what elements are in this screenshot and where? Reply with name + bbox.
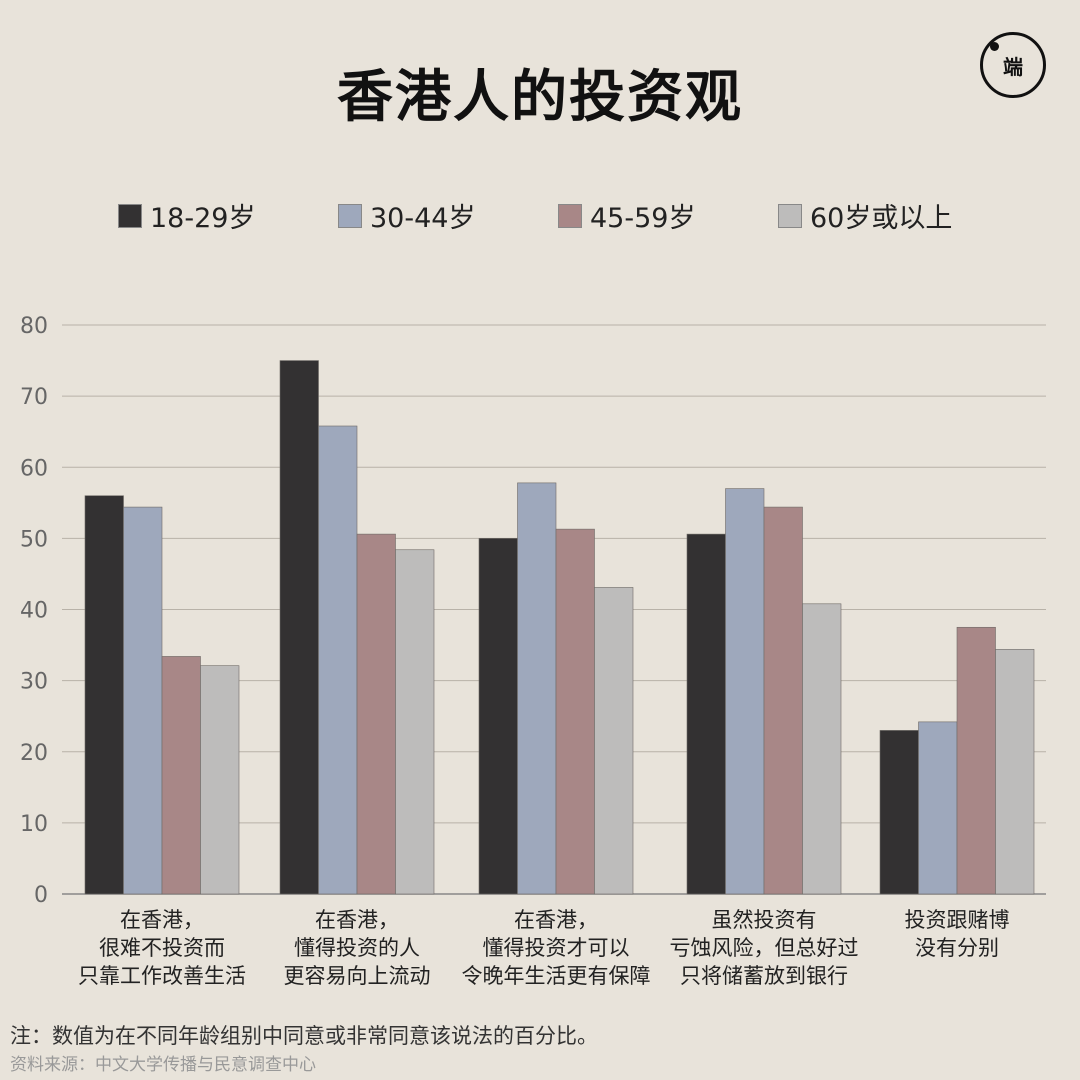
legend-swatch bbox=[778, 203, 802, 228]
legend-label: 18-29岁 bbox=[150, 203, 256, 234]
legend: 18-29岁 30-44岁 45-59岁 60岁或以上 bbox=[0, 196, 1080, 235]
x-category-label-line: 只将储蓄放到银行 bbox=[680, 964, 848, 988]
source-credit: 资料来源：中文大学传播与民意调查中心 bbox=[10, 1055, 316, 1075]
x-category-label-line: 亏蚀风险，但总好过 bbox=[669, 936, 859, 960]
y-tick-label: 50 bbox=[20, 527, 48, 552]
y-tick-label: 40 bbox=[20, 599, 48, 624]
legend-item-18-29: 18-29岁 bbox=[118, 196, 255, 235]
x-category-label: 在香港， 懂得投资的人 更容易向上流动 bbox=[257, 906, 457, 990]
y-tick-label: 30 bbox=[20, 670, 48, 695]
y-tick-label: 0 bbox=[34, 883, 48, 908]
bar bbox=[918, 721, 958, 895]
legend-swatch bbox=[118, 203, 142, 228]
x-category-label: 在香港， 懂得投资才可以 令晚年生活更有保障 bbox=[456, 906, 656, 990]
x-category-label-line: 懂得投资的人 bbox=[294, 936, 420, 960]
y-tick-label: 80 bbox=[20, 314, 48, 339]
x-category-label-line: 在香港， bbox=[514, 908, 598, 932]
bar bbox=[84, 495, 124, 895]
bar bbox=[555, 528, 595, 895]
legend-label: 45-59岁 bbox=[590, 203, 696, 234]
legend-label: 60岁或以上 bbox=[810, 203, 953, 234]
bar bbox=[478, 538, 518, 895]
x-category-label: 虽然投资有亏蚀风险，但总好过 只将储蓄放到银行 bbox=[664, 906, 864, 990]
x-category-label-line: 懂得投资才可以 bbox=[482, 936, 630, 960]
bar bbox=[725, 488, 765, 895]
bar bbox=[123, 506, 163, 895]
y-tick-label: 10 bbox=[20, 812, 48, 837]
legend-label: 30-44岁 bbox=[370, 203, 476, 234]
y-tick-label: 70 bbox=[20, 385, 48, 410]
bar bbox=[686, 533, 726, 895]
bar bbox=[279, 360, 319, 895]
bar bbox=[802, 603, 842, 895]
x-category-label-line: 在香港， bbox=[315, 908, 399, 932]
legend-item-30-44: 30-44岁 bbox=[338, 196, 475, 235]
brand-logo: 端 bbox=[980, 32, 1046, 98]
x-category-label-line: 投资跟赌博 bbox=[904, 908, 1010, 932]
x-category-label: 投资跟赌博 没有分别 bbox=[857, 906, 1057, 962]
bar bbox=[200, 665, 240, 895]
x-category-label-line: 虽然投资有 bbox=[711, 908, 817, 932]
y-tick-label: 60 bbox=[20, 456, 48, 481]
x-category-label-line: 没有分别 bbox=[915, 936, 999, 960]
x-category-label-line: 在香港， bbox=[120, 908, 204, 932]
bar bbox=[956, 626, 996, 895]
bar bbox=[995, 649, 1035, 895]
bar bbox=[763, 506, 803, 895]
chart-title: 香港人的投资观 bbox=[337, 65, 743, 130]
bar bbox=[517, 482, 557, 895]
x-category-label: 在香港， 很难不投资而 只靠工作改善生活 bbox=[62, 906, 262, 990]
bar bbox=[395, 549, 435, 895]
x-category-label-line: 更容易向上流动 bbox=[283, 964, 431, 988]
legend-swatch bbox=[558, 203, 582, 228]
bar bbox=[356, 533, 396, 895]
legend-item-60-plus: 60岁或以上 bbox=[778, 196, 952, 235]
y-tick-label: 20 bbox=[20, 741, 48, 766]
footnote: 注：数值为在不同年龄组别中同意或非常同意该说法的百分比。 bbox=[10, 1024, 598, 1048]
legend-swatch bbox=[338, 203, 362, 228]
legend-item-45-59: 45-59岁 bbox=[558, 196, 695, 235]
logo-text: 端 bbox=[1003, 54, 1023, 79]
x-category-label-line: 只靠工作改善生活 bbox=[78, 964, 246, 988]
bar bbox=[318, 425, 358, 895]
logo-dot bbox=[990, 42, 999, 51]
bar bbox=[879, 730, 919, 895]
bar bbox=[594, 587, 634, 895]
x-category-label-line: 令晚年生活更有保障 bbox=[461, 964, 651, 988]
bar bbox=[161, 656, 201, 895]
x-category-label-line: 很难不投资而 bbox=[99, 936, 225, 960]
